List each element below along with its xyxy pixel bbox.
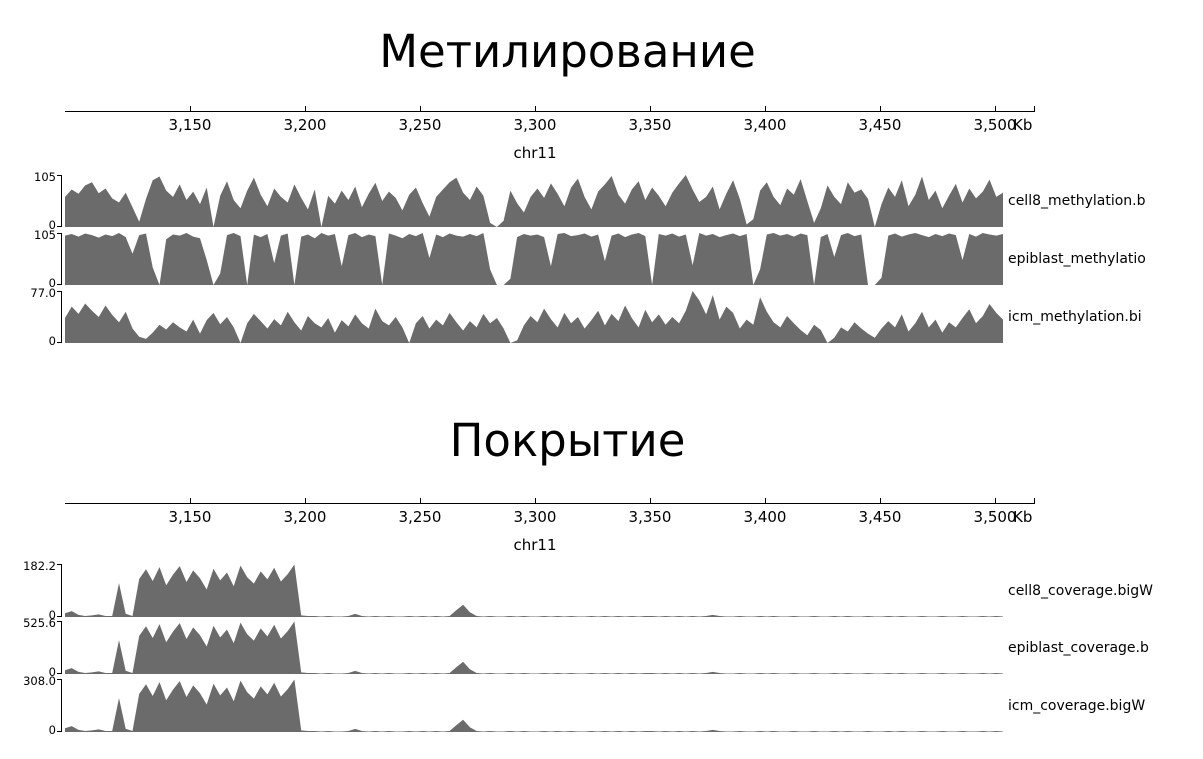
axis-tick-label: 3,400 [743,116,787,134]
axis-tick-label: 3,150 [168,508,212,526]
axis-end-cap [1034,498,1035,504]
axis-tick [880,106,881,112]
axis-tick-label: 3,200 [283,508,327,526]
signal-area [65,291,1003,343]
axis-tick [305,106,306,112]
axis-tick [535,498,536,504]
axis-tick-label: 3,300 [513,508,557,526]
axis-tick [995,498,996,504]
axis-tick [880,498,881,504]
axis-tick [765,498,766,504]
track-ymin-label: 0 [48,218,56,232]
axis-tick-label: 3,500 [973,116,1017,134]
axis-tick [420,106,421,112]
signal-area [65,564,1003,617]
methylation-title: Метилирование [379,25,756,78]
genome-ruler-methylation: chr11 3,150 3,200 3,250 3,300 3,350 3,400 3,45… [65,106,1035,162]
track-file-label: epiblast_methylatio [1008,251,1146,267]
axis-tick-label: 3,150 [168,116,212,134]
axis-tick-label: 3,450 [858,116,902,134]
axis-tick [765,106,766,112]
axis-tick-label: 3,500 [973,508,1017,526]
y-axis-bracket [57,233,65,285]
y-axis-bracket [57,679,65,732]
genome-ruler-coverage: chr11 3,150 3,200 3,250 3,300 3,350 3,400 3,45… [65,498,1035,554]
track-ymin-label: 0 [48,276,56,290]
signal-area [65,175,1003,227]
track-ymin-label: 0 [48,334,56,348]
track-epiblast-methylation: 105 0 epiblast_methylatio [0,229,1203,289]
axis-tick [995,106,996,112]
track-ymax-label: 525.6 [23,616,56,630]
track-file-label: icm_methylation.bi [1008,309,1142,325]
axis-tick-label: 3,250 [398,116,442,134]
axis-tick [190,498,191,504]
axis-tick-label: 3,450 [858,508,902,526]
axis-tick [420,498,421,504]
track-ymax-label: 77.0 [30,286,56,300]
signal-area [65,679,1003,732]
signal-area [65,233,1003,285]
axis-tick [190,106,191,112]
track-ymax-label: 105 [34,170,56,184]
axis-tick-label: 3,350 [628,508,672,526]
axis-tick-label: 3,400 [743,508,787,526]
track-ymin-label: 0 [48,608,56,622]
track-ymax-label: 105 [34,228,56,242]
track-cell8-coverage: 182.2 0 cell8_coverage.bigW [0,560,1203,621]
y-axis-bracket [57,175,65,227]
axis-unit-label: Kb [1013,508,1033,526]
y-axis-bracket [57,621,65,674]
axis-tick [650,106,651,112]
track-cell8-methylation: 105 0 cell8_methylation.b [0,171,1203,231]
track-epiblast-coverage: 525.6 0 epiblast_coverage.b [0,617,1203,678]
axis-tick-label: 3,250 [398,508,442,526]
axis-tick-label: 3,350 [628,116,672,134]
axis-tick-label: 3,300 [513,116,557,134]
chromosome-label: chr11 [513,144,557,162]
axis-tick [305,498,306,504]
track-file-label: cell8_methylation.b [1008,193,1146,209]
y-axis-bracket [57,291,65,343]
axis-unit-label: Kb [1013,116,1033,134]
track-icm-methylation: 77.0 0 icm_methylation.bi [0,287,1203,347]
coverage-title: Покрытие [449,414,686,467]
track-file-label: cell8_coverage.bigW [1008,582,1153,599]
track-file-label: epiblast_coverage.b [1008,639,1149,656]
track-ymax-label: 308.0 [23,674,56,688]
track-ymin-label: 0 [48,723,56,737]
axis-end-cap [1034,106,1035,112]
track-icm-coverage: 308.0 0 icm_coverage.bigW [0,675,1203,736]
track-ymin-label: 0 [48,665,56,679]
chromosome-label: chr11 [513,536,557,554]
track-ymax-label: 182.2 [23,559,56,573]
axis-tick [650,498,651,504]
y-axis-bracket [57,564,65,617]
track-file-label: icm_coverage.bigW [1008,697,1146,714]
axis-tick [535,106,536,112]
axis-tick-label: 3,200 [283,116,327,134]
signal-area [65,621,1003,674]
